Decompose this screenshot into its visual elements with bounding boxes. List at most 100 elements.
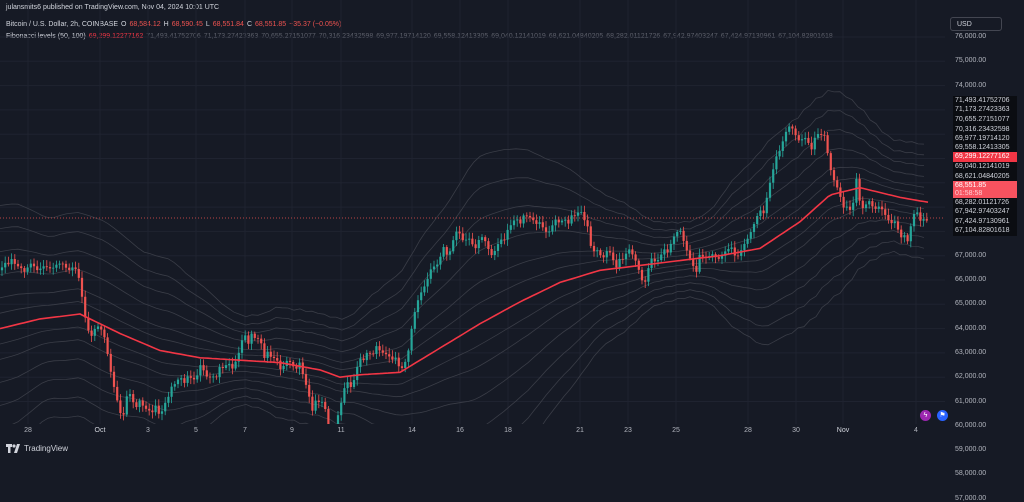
time-tick: 28	[24, 427, 32, 434]
candle-body	[228, 363, 231, 366]
candle-body	[503, 239, 506, 241]
footer-brand[interactable]: TradingView	[6, 444, 68, 453]
candle-body	[423, 286, 426, 293]
price-level-label: 68,621.04840205	[953, 172, 1017, 182]
time-tick: Oct	[94, 427, 106, 434]
candle-body	[480, 237, 484, 241]
currency-button[interactable]: USD	[950, 17, 1002, 31]
low-label: L	[205, 20, 210, 28]
candle-body	[45, 266, 48, 268]
candle-body	[458, 231, 461, 234]
candle-body	[13, 259, 16, 264]
indicator-title: Fibonacci levels (50, 100)	[6, 32, 86, 40]
candle-body	[772, 169, 775, 183]
price-level-label: 68,551.85	[953, 181, 1017, 191]
candle-body	[429, 269, 432, 279]
candle-body	[660, 254, 663, 261]
indicator-value: 67,104.82801618	[778, 32, 833, 40]
candle-body	[589, 226, 592, 246]
candle-body	[506, 229, 509, 240]
candle-body	[612, 252, 615, 261]
candle-body	[416, 300, 420, 313]
candle-body	[192, 377, 196, 380]
candle-body	[154, 405, 157, 413]
candle-body	[884, 209, 887, 215]
candle-body	[250, 333, 253, 344]
candle-body	[112, 371, 116, 387]
candle-body	[640, 269, 644, 281]
footer-brand-text: TradingView	[24, 444, 69, 453]
price-tick: 62,000.00	[955, 373, 987, 381]
candle-body	[666, 249, 669, 253]
price-level-label: 71,173.27423363	[953, 105, 1017, 115]
candle-body	[279, 360, 282, 370]
fib-band-line	[39, 250, 925, 424]
price-level-label: 67,424.97130961	[953, 217, 1017, 227]
candle-body	[605, 251, 608, 258]
candle-body	[144, 405, 148, 409]
flag-icon[interactable]: ⚑	[937, 410, 948, 421]
candle-body	[324, 401, 327, 410]
candle-body	[346, 382, 349, 389]
time-tick: 11	[337, 427, 345, 434]
candle-body	[618, 258, 621, 268]
candle-body	[474, 244, 477, 249]
candle-body	[157, 405, 160, 414]
candle-body	[832, 170, 836, 181]
candle-body	[199, 365, 202, 376]
candle-body	[400, 366, 404, 368]
price-level-label: 68,282.01121726	[953, 198, 1017, 208]
candle-body	[116, 386, 119, 401]
lightning-icon[interactable]: ϟ	[920, 410, 931, 421]
fib-band-line	[12, 240, 925, 424]
candle-body	[656, 260, 660, 262]
close-value: 68,551.85	[255, 20, 287, 28]
candle-body	[20, 266, 23, 269]
candle-body	[826, 135, 829, 154]
candle-body	[672, 236, 676, 244]
price-chart[interactable]	[0, 0, 945, 424]
candle-body	[912, 214, 916, 227]
candle-body	[500, 239, 503, 245]
price-tick: 67,000.00	[955, 251, 987, 259]
price-level-label: 01:58:58	[953, 189, 1017, 199]
candle-body	[608, 251, 612, 253]
price-tick: 59,000.00	[955, 446, 987, 454]
price-tick: 60,000.00	[955, 421, 987, 429]
price-level-label: 67,104.82801618	[953, 226, 1017, 236]
candle-body	[266, 351, 269, 358]
candle-body	[292, 361, 295, 367]
candle-body	[746, 238, 749, 244]
candle-body	[39, 268, 42, 271]
price-level-label: 69,977.19714120	[953, 134, 1017, 144]
candle-body	[842, 196, 845, 208]
candle-body	[880, 206, 884, 210]
candle-body	[740, 250, 743, 256]
publish-credit: julansmits6 published on TradingView.com…	[6, 4, 220, 11]
fib-band-line	[0, 89, 925, 320]
candle-body	[906, 235, 909, 242]
candle-body	[317, 400, 320, 402]
time-tick: 4	[914, 427, 918, 434]
symbol-legend-row[interactable]: Bitcoin / U.S. Dollar, 2h, COINBASE O 68,…	[6, 18, 833, 30]
price-tick: 64,000.00	[955, 324, 987, 332]
candle-body	[490, 249, 493, 256]
candle-body	[874, 206, 877, 209]
candle-body	[727, 248, 730, 252]
candle-body	[186, 376, 189, 383]
candle-body	[762, 210, 765, 214]
candle-body	[893, 221, 896, 224]
candle-body	[164, 402, 167, 412]
candle-body	[634, 254, 637, 261]
candle-body	[84, 296, 87, 318]
price-tick: 75,000.00	[955, 57, 987, 65]
candle-body	[237, 352, 240, 362]
candle-body	[816, 133, 820, 138]
candle-body	[868, 201, 871, 205]
candle-body	[570, 215, 573, 224]
time-axis[interactable]: 28 Oct 3 5 7 9 11 14 16 18 21 23 25 28 30 Nov 4	[0, 424, 945, 438]
candle-body	[420, 292, 423, 301]
candle-body	[855, 178, 858, 203]
price-tick: 63,000.00	[955, 348, 987, 356]
candle-body	[810, 142, 813, 150]
